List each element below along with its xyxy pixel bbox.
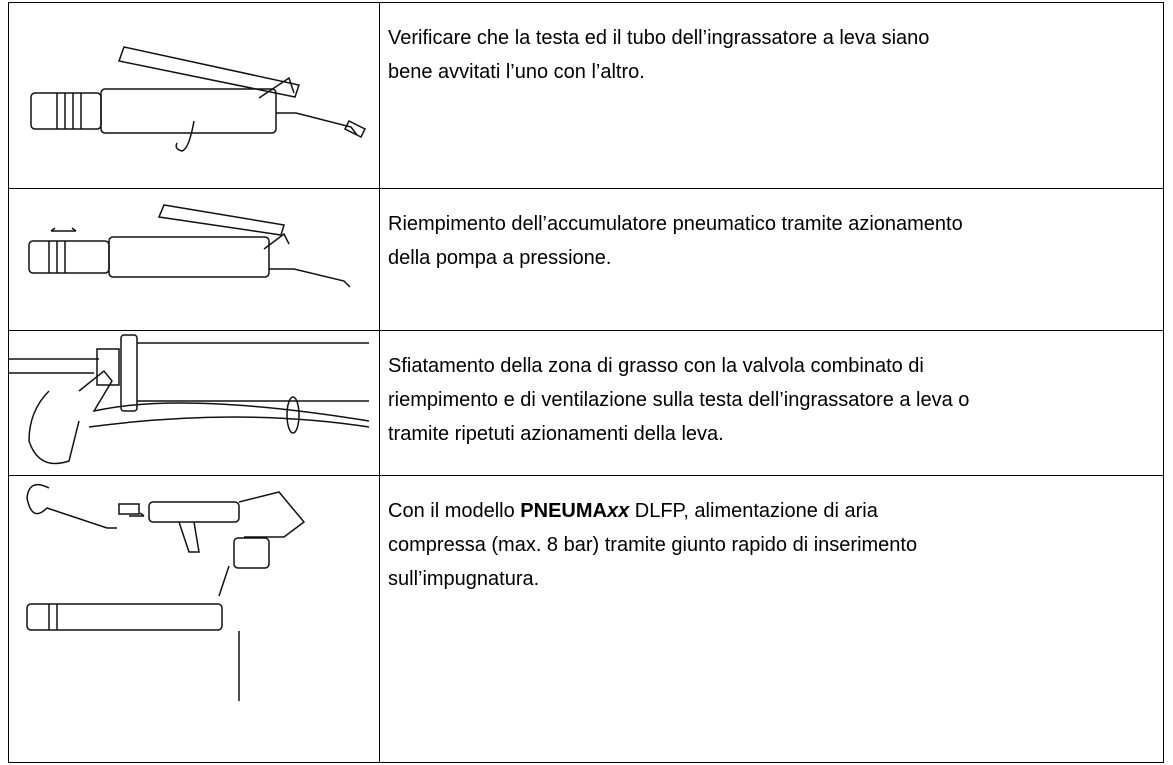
grease-gun-hand-drawing	[9, 334, 370, 465]
text-run: DLFP, alimentazione di aria	[629, 500, 878, 522]
text-line: riempimento e di ventilazione sulla test…	[388, 389, 970, 411]
table-row: Con il modello PNEUMAxx DLFP, alimentazi…	[8, 475, 1164, 763]
illustration-cell	[9, 189, 380, 330]
text-line: sull’impugnatura.	[388, 568, 540, 590]
instruction-text: Sfiatamento della zona di grasso con la …	[388, 349, 969, 451]
instruction-table: Verificare che la testa ed il tubo dell’…	[8, 2, 1164, 763]
illustration-cell	[9, 3, 380, 188]
text-line: compressa (max. 8 bar) tramite giunto ra…	[388, 534, 918, 556]
illustration-cell	[9, 331, 380, 475]
instruction-text: Con il modello PNEUMAxx DLFP, alimentazi…	[388, 494, 917, 596]
text-line: bene avvitati l’uno con l’altro.	[388, 61, 645, 83]
instruction-text: Riempimento dell’accumulatore pneumatico…	[388, 207, 963, 275]
illustration-cell	[9, 476, 380, 762]
table-row: Riempimento dell’accumulatore pneumatico…	[8, 188, 1164, 331]
text-line: tramite ripetuti azionamenti della leva.	[388, 423, 724, 445]
text-line: Con il modello PNEUMAxx DLFP, alimentazi…	[388, 494, 917, 528]
model-name: PNEUMA	[520, 500, 607, 522]
text-line: Sfiatamento della zona di grasso con la …	[388, 355, 924, 377]
grease-gun-drawing	[30, 46, 367, 152]
text-line: Verificare che la testa ed il tubo dell’…	[388, 27, 930, 49]
text-line: Riempimento dell’accumulatore pneumatico…	[388, 213, 963, 235]
model-suffix: xx	[606, 500, 630, 522]
grease-gun-drawing	[28, 204, 351, 288]
table-row: Sfiatamento della zona di grasso con la …	[8, 330, 1164, 476]
text-run: Con il modello	[388, 500, 521, 522]
instruction-text: Verificare che la testa ed il tubo dell’…	[388, 21, 929, 89]
text-line: della pompa a pressione.	[388, 247, 612, 269]
table-row: Verificare che la testa ed il tubo dell’…	[8, 2, 1164, 189]
pneumatic-gun-drawing	[26, 483, 306, 701]
